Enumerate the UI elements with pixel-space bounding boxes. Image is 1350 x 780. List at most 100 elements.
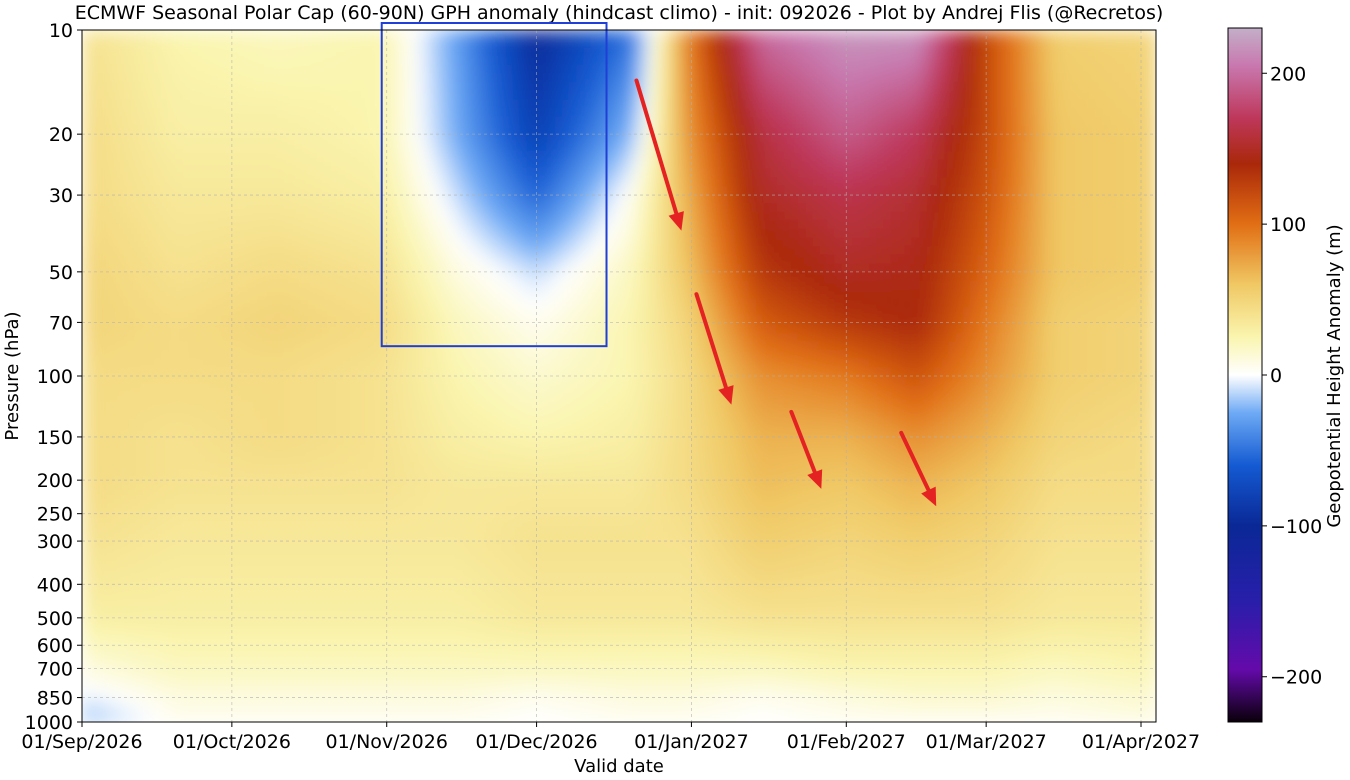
heatmap-cell [475, 376, 484, 386]
heatmap-cell [468, 574, 477, 585]
heatmap-cell [461, 713, 470, 722]
heatmap-cell [139, 644, 148, 654]
heatmap-cell [296, 194, 305, 204]
heatmap-cell [397, 436, 405, 446]
heatmap-cell [382, 358, 391, 368]
heatmap-cell [253, 30, 262, 40]
heatmap-cell [225, 228, 233, 239]
heatmap-cell [475, 142, 484, 152]
heatmap-cell [210, 73, 219, 83]
heatmap-cell [425, 168, 434, 178]
heatmap-cell [289, 497, 298, 507]
heatmap-cell [153, 220, 162, 230]
heatmap-cell [82, 670, 90, 680]
heatmap-cell [261, 566, 269, 576]
heatmap-cell [303, 194, 312, 204]
heatmap-cell [139, 531, 148, 541]
heatmap-cell [475, 220, 484, 230]
heatmap-cell [239, 116, 248, 126]
heatmap-cell [203, 505, 212, 515]
heatmap-cell [89, 367, 97, 377]
heatmap-cell [218, 557, 226, 567]
heatmap-cell [368, 203, 377, 213]
heatmap-cell [332, 696, 341, 706]
heatmap-cell [160, 159, 169, 169]
heatmap-cell [332, 151, 341, 161]
heatmap-cell [210, 393, 219, 403]
heatmap-cell [411, 73, 420, 83]
heatmap-cell [167, 220, 176, 230]
heatmap-cell [511, 332, 520, 342]
heatmap-cell [432, 471, 441, 481]
heatmap-cell [397, 203, 405, 213]
heatmap-cell [332, 626, 341, 637]
heatmap-cell [318, 488, 327, 498]
heatmap-cell [389, 116, 398, 126]
heatmap-cell [96, 540, 105, 550]
heatmap-cell [139, 453, 148, 464]
heatmap-cell [210, 306, 219, 317]
heatmap-cell [504, 142, 513, 152]
heatmap-cell [175, 479, 183, 490]
heatmap-cell [461, 401, 470, 412]
heatmap-cell [418, 376, 427, 386]
heatmap-cell [189, 661, 198, 671]
heatmap-cell [132, 713, 140, 722]
heatmap-cell [440, 436, 448, 446]
heatmap-cell [475, 661, 484, 671]
heatmap-cell [303, 453, 312, 464]
heatmap-cell [261, 609, 269, 619]
heatmap-cell [461, 203, 470, 213]
heatmap-cell [218, 635, 226, 645]
heatmap-cell [375, 540, 384, 550]
heatmap-cell [89, 652, 97, 663]
heatmap-cell [418, 272, 427, 282]
heatmap-cell [89, 211, 97, 221]
heatmap-cell [89, 315, 97, 325]
heatmap-cell [175, 341, 183, 351]
heatmap-cell [89, 618, 97, 628]
heatmap-cell [296, 696, 305, 706]
heatmap-cell [375, 453, 384, 464]
heatmap-cell [397, 159, 405, 169]
heatmap-cell [318, 445, 327, 455]
heatmap-cell [289, 592, 298, 602]
heatmap-cell [167, 73, 176, 83]
heatmap-cell [511, 557, 520, 567]
heatmap-cell [189, 445, 198, 455]
heatmap-cell [167, 488, 176, 498]
heatmap-cell [303, 90, 312, 100]
heatmap-cell [425, 652, 434, 663]
heatmap-cell [354, 713, 362, 722]
heatmap-cell [167, 246, 176, 256]
heatmap-cell [303, 678, 312, 688]
heatmap-cell [89, 678, 97, 688]
heatmap-cell [432, 635, 441, 645]
heatmap-cell [461, 289, 470, 299]
heatmap-cell [497, 376, 506, 386]
heatmap-cell [482, 272, 491, 282]
heatmap-cell [346, 401, 355, 412]
heatmap-cell [175, 280, 183, 291]
heatmap-cell [332, 228, 341, 239]
heatmap-cell [167, 55, 176, 66]
heatmap-cell [354, 168, 362, 178]
heatmap-cell [425, 55, 434, 66]
heatmap-cell [332, 670, 341, 680]
heatmap-cell [404, 315, 412, 325]
heatmap-cell [375, 557, 384, 567]
heatmap-cell [124, 55, 133, 66]
heatmap-cell [196, 505, 205, 515]
heatmap-cell [110, 38, 119, 48]
heatmap-cell [389, 678, 398, 688]
heatmap-cell [475, 116, 484, 126]
heatmap-cell [282, 453, 291, 464]
heatmap-cell [389, 81, 398, 92]
heatmap-cell [239, 159, 248, 169]
heatmap-cell [82, 324, 90, 334]
heatmap-cell [425, 237, 434, 247]
heatmap-cell [246, 410, 255, 420]
heatmap-cell [454, 81, 463, 92]
heatmap-cell [296, 427, 305, 438]
heatmap-cell [218, 185, 226, 195]
